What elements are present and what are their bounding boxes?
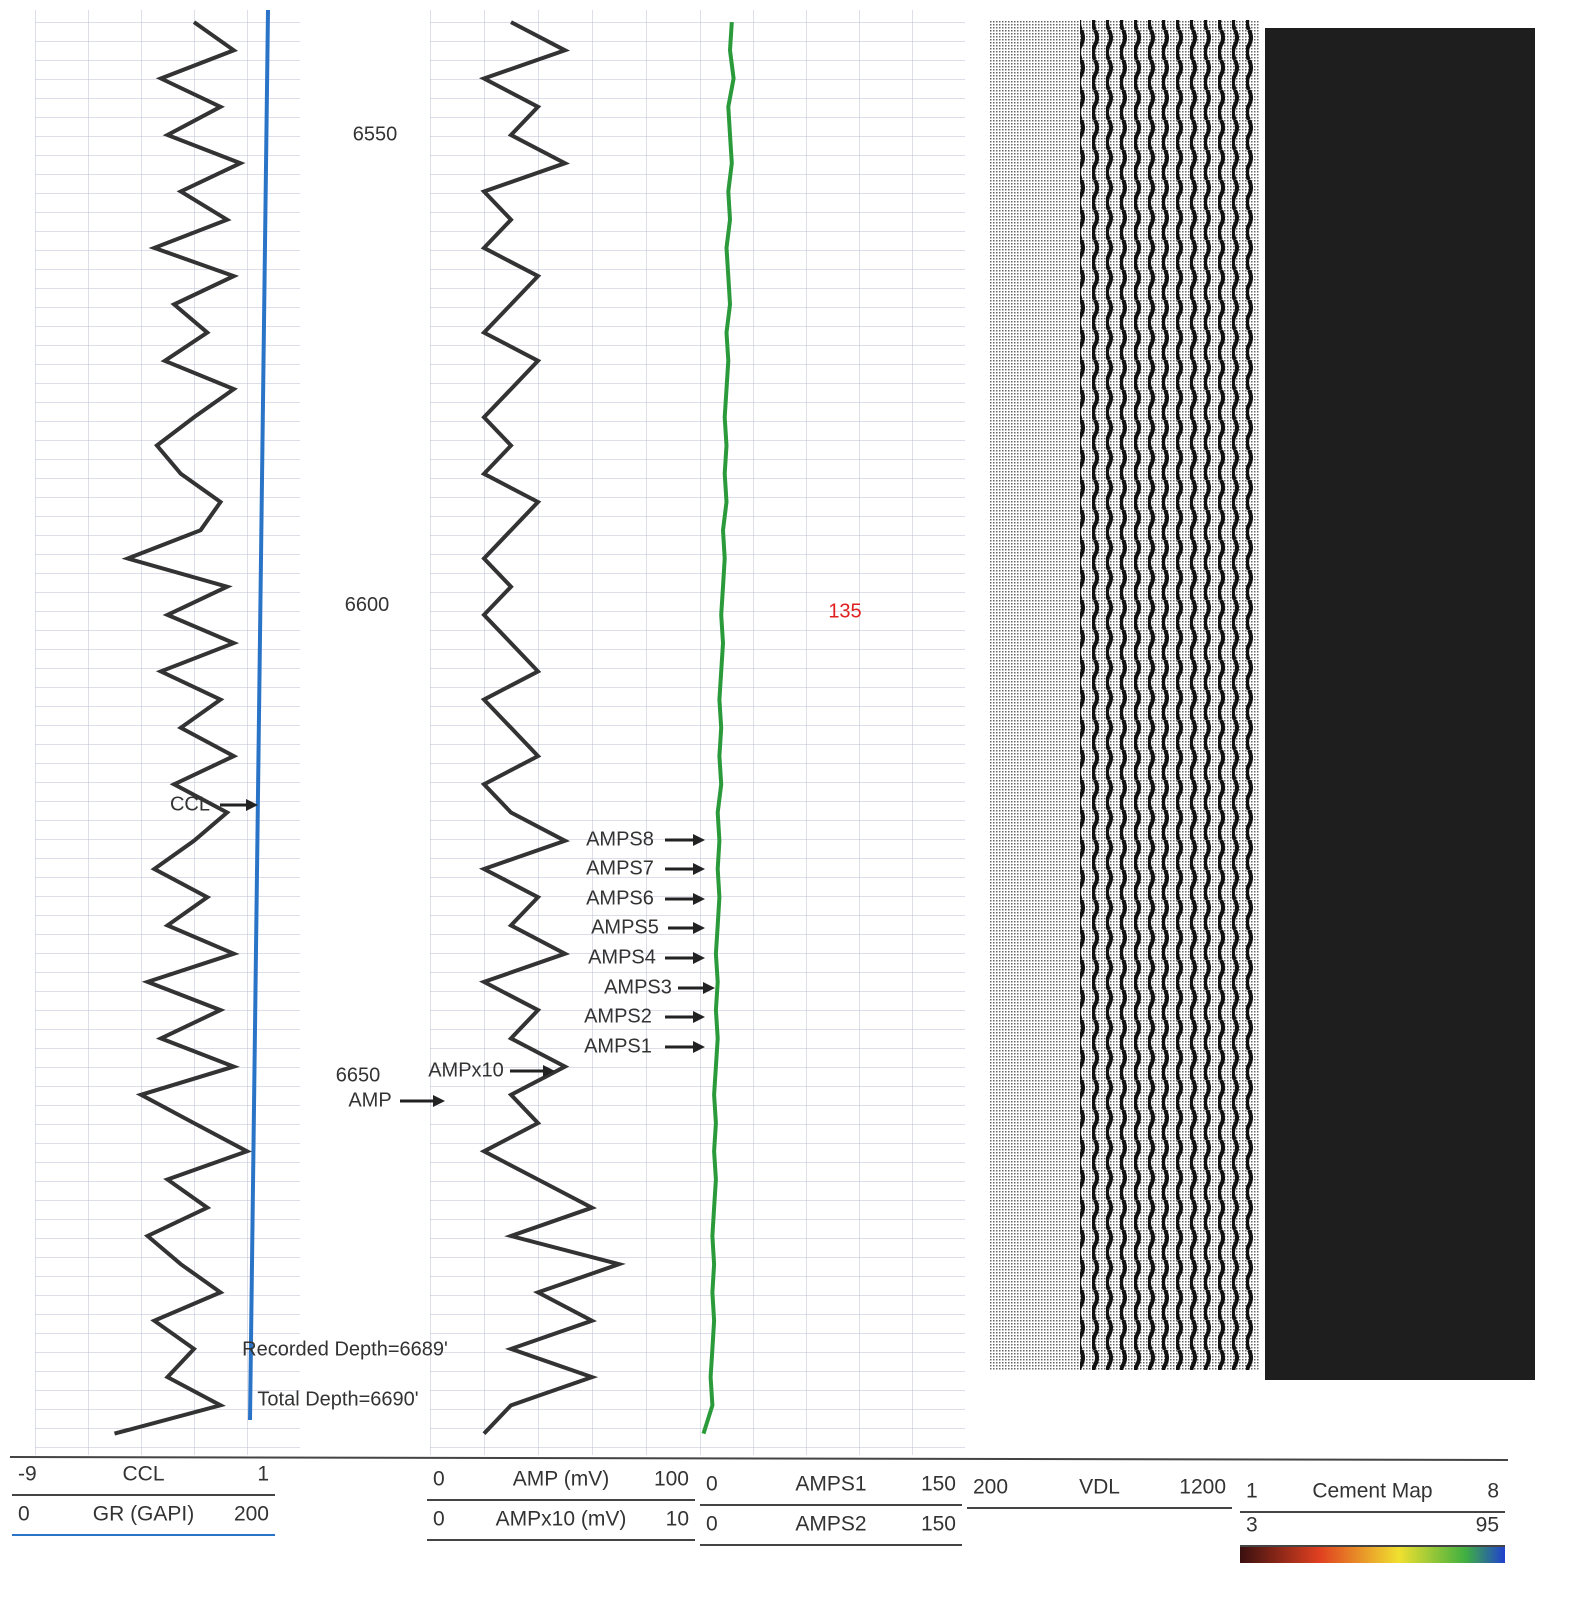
annotation: CCL bbox=[170, 793, 210, 815]
depth-label: 6600 bbox=[345, 594, 390, 616]
scale-max: 150 bbox=[921, 1513, 956, 1536]
scale-max: 100 bbox=[654, 1468, 689, 1491]
scale-min: 0 bbox=[706, 1513, 718, 1536]
scale-min: 0 bbox=[433, 1508, 445, 1531]
scale-min: 0 bbox=[706, 1473, 718, 1496]
ccl-trace bbox=[248, 9, 270, 1421]
scale-label: GR (GAPI) bbox=[93, 1503, 195, 1526]
scale-label: AMPS2 bbox=[795, 1513, 866, 1536]
scale-label: AMP (mV) bbox=[513, 1468, 609, 1491]
annotation: AMPS8 bbox=[586, 828, 654, 850]
annotation: AMPS3 bbox=[604, 976, 672, 998]
arrow-head bbox=[246, 799, 258, 811]
annotation: AMPS2 bbox=[584, 1005, 652, 1027]
scale-min: 1 bbox=[1246, 1480, 1258, 1503]
annotation: 135 bbox=[828, 600, 861, 622]
scale-label: AMPx10 (mV) bbox=[496, 1508, 627, 1531]
log-curve bbox=[701, 21, 736, 1435]
annotation: Recorded Depth=6689' bbox=[242, 1338, 448, 1360]
arrow-head bbox=[693, 1011, 705, 1023]
scale-max: 1 bbox=[257, 1463, 269, 1486]
arrow-head bbox=[703, 982, 715, 994]
annotation: Total Depth=6690' bbox=[257, 1388, 418, 1410]
track-grid bbox=[430, 10, 700, 1455]
annotation: AMPS4 bbox=[588, 946, 656, 968]
scale-max: 150 bbox=[921, 1473, 956, 1496]
vdl-image bbox=[1080, 20, 1260, 1370]
arrow-head bbox=[543, 1065, 555, 1077]
cement-map bbox=[1265, 28, 1535, 1380]
scale-min: 3 bbox=[1246, 1514, 1258, 1537]
arrow-head bbox=[693, 834, 705, 846]
arrow-head bbox=[693, 863, 705, 875]
scale-max: 200 bbox=[234, 1503, 269, 1526]
scale-min: -9 bbox=[18, 1463, 37, 1486]
track-grid bbox=[700, 10, 965, 1455]
scale-label: CCL bbox=[122, 1463, 164, 1486]
scale-max: 10 bbox=[666, 1508, 689, 1531]
log-curve bbox=[113, 20, 252, 1436]
annotation: AMP bbox=[348, 1089, 391, 1111]
scale-min: 0 bbox=[18, 1503, 30, 1526]
annotation: AMPS5 bbox=[591, 916, 659, 938]
arrow-head bbox=[433, 1095, 445, 1107]
depth-label: 6650 bbox=[336, 1064, 381, 1086]
annotation: AMPx10 bbox=[428, 1059, 504, 1081]
annotation: AMPS1 bbox=[584, 1035, 652, 1057]
arrow-head bbox=[693, 922, 705, 934]
arrow-head bbox=[693, 952, 705, 964]
scale-max: 8 bbox=[1487, 1480, 1499, 1503]
scale-label: VDL bbox=[1079, 1476, 1120, 1499]
scale-max: 95 bbox=[1476, 1514, 1499, 1537]
header-rule bbox=[9, 1456, 1509, 1461]
depth-label: 6550 bbox=[353, 123, 398, 145]
log-curve bbox=[478, 20, 626, 1435]
annotation: AMPS7 bbox=[586, 857, 654, 879]
arrow-head bbox=[693, 1041, 705, 1053]
scale-min: 0 bbox=[433, 1468, 445, 1491]
scale-label: AMPS1 bbox=[795, 1473, 866, 1496]
color-bar bbox=[1240, 1547, 1505, 1563]
arrow-head bbox=[693, 893, 705, 905]
scale-min: 200 bbox=[973, 1476, 1008, 1499]
annotation: AMPS6 bbox=[586, 887, 654, 909]
scale-max: 1200 bbox=[1179, 1476, 1226, 1499]
scale-label: Cement Map bbox=[1312, 1480, 1432, 1503]
